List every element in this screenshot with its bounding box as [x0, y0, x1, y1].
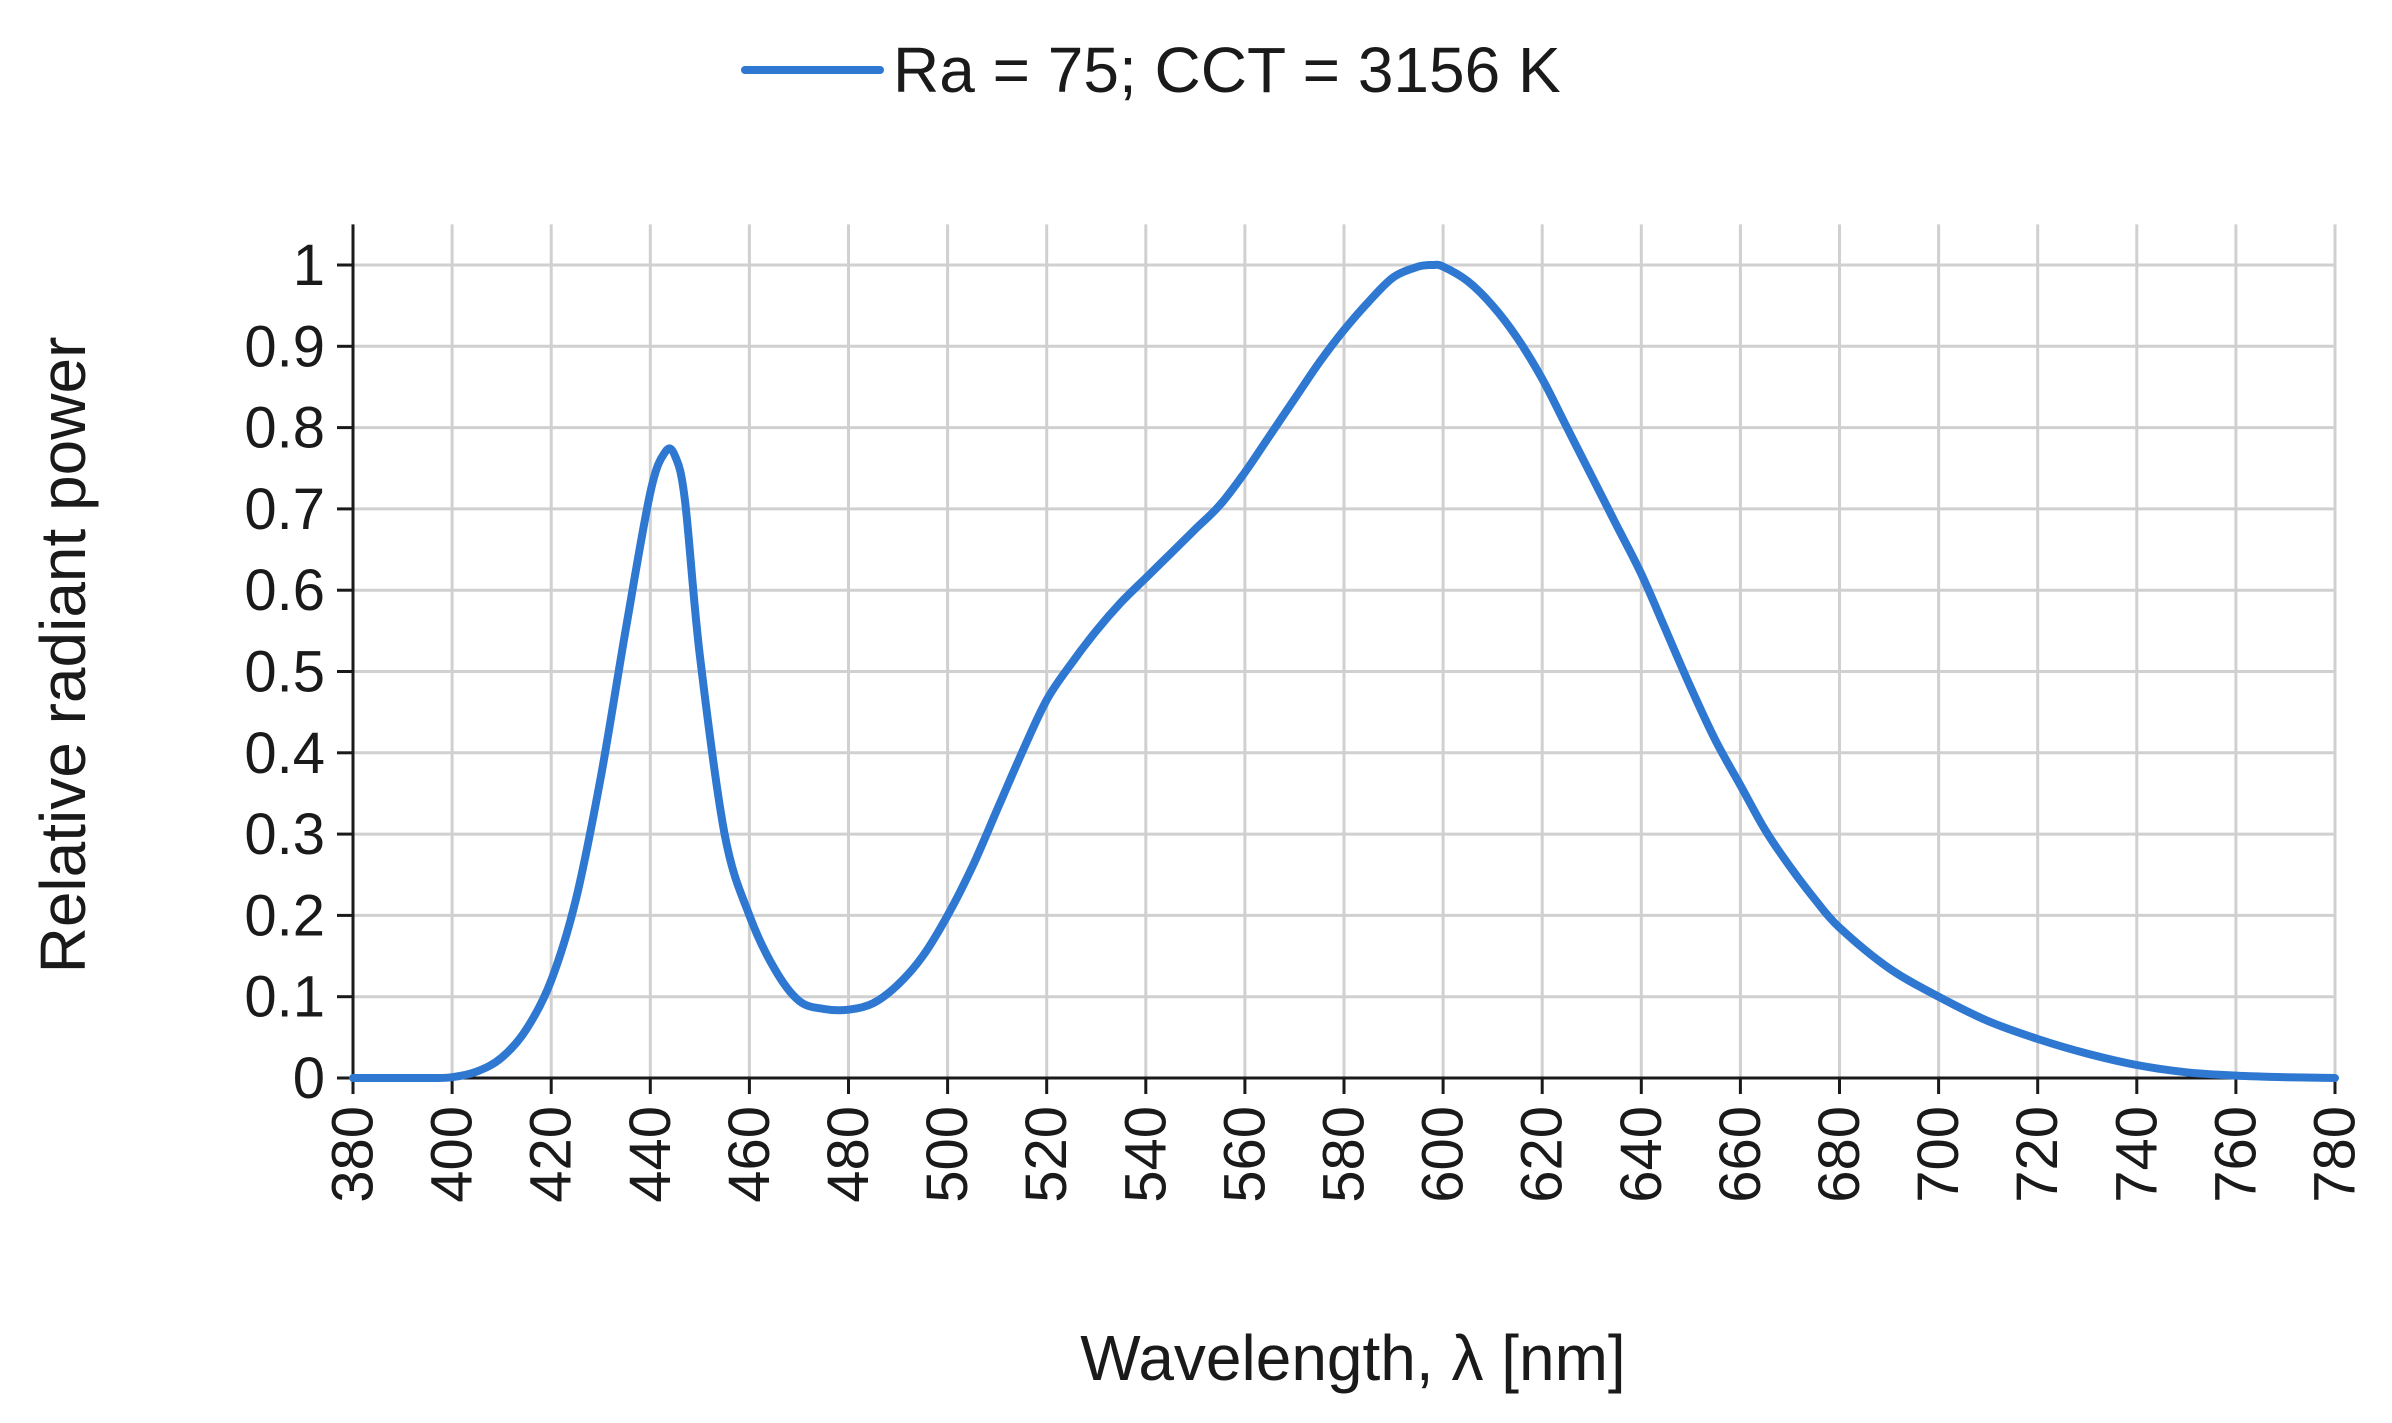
y-tick-label: 0.1: [244, 965, 325, 1030]
x-axis-title: Wavelength, λ [nm]: [1080, 1322, 1625, 1394]
x-tick-label: 680: [1807, 1106, 1872, 1203]
y-tick-label: 0.4: [244, 721, 325, 786]
y-tick-label: 0.9: [244, 314, 325, 379]
x-tick-label: 600: [1411, 1106, 1476, 1203]
x-tick-label: 500: [915, 1106, 980, 1203]
legend-label: Ra = 75; CCT = 3156 K: [893, 34, 1561, 106]
x-tick-label: 380: [321, 1106, 386, 1203]
y-tick-label: 0.5: [244, 640, 325, 705]
x-tick-label: 720: [2005, 1106, 2070, 1203]
y-tick-label: 1: [293, 233, 325, 298]
y-tick-labels: 0 0.1 0.2 0.3 0.4 0.5 0.6 0.7 0.8 0.9 1: [244, 233, 325, 1111]
x-tick-label: 760: [2203, 1106, 2268, 1203]
x-tick-label: 620: [1510, 1106, 1575, 1203]
y-axis-title: Relative radiant power: [27, 337, 99, 974]
x-tick-label: 480: [816, 1106, 881, 1203]
y-tick-label: 0.7: [244, 477, 325, 542]
x-tick-label: 540: [1113, 1106, 1178, 1203]
x-tick-label: 400: [420, 1106, 485, 1203]
x-tick-label: 740: [2104, 1106, 2169, 1203]
x-tick-label: 560: [1212, 1106, 1277, 1203]
x-tick-label: 640: [1609, 1106, 1674, 1203]
x-tick-label: 660: [1708, 1106, 1773, 1203]
x-tick-label: 780: [2303, 1106, 2368, 1203]
grid-lines: [353, 224, 2337, 1078]
y-tick-label: 0.2: [244, 883, 325, 948]
y-tick-label: 0.3: [244, 802, 325, 867]
y-tick-label: 0.6: [244, 558, 325, 623]
x-tick-label: 460: [717, 1106, 782, 1203]
x-tick-label: 520: [1014, 1106, 1079, 1203]
y-tick-label: 0: [293, 1046, 325, 1111]
series-group: [349, 260, 2339, 1083]
legend: Ra = 75; CCT = 3156 K: [741, 34, 1561, 106]
series-line: [349, 260, 2339, 1083]
x-tick-label: 440: [618, 1106, 683, 1203]
y-tick-label: 0.8: [244, 396, 325, 461]
x-tick-labels: 380 400 420 440 460 480 500 520 540 560 580 600 620 6…: [321, 1106, 2368, 1203]
x-tick-label: 420: [519, 1106, 584, 1203]
x-tick-label: 580: [1312, 1106, 1377, 1203]
x-tick-label: 700: [1906, 1106, 1971, 1203]
axes: [337, 224, 2337, 1094]
